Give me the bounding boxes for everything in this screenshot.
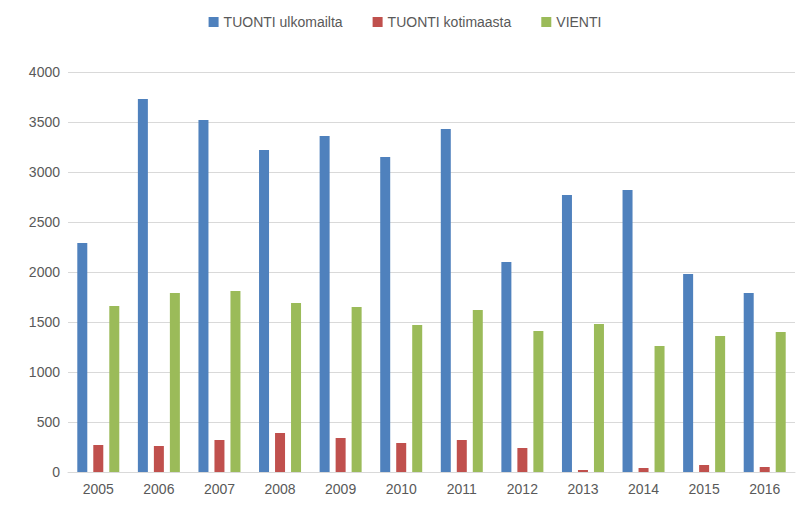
svg-text:2012: 2012 <box>507 481 538 497</box>
svg-text:2011: 2011 <box>447 481 477 497</box>
svg-text:3500: 3500 <box>29 114 60 130</box>
svg-text:1000: 1000 <box>29 364 60 380</box>
svg-text:TUONTI ulkomailta: TUONTI ulkomailta <box>224 14 343 30</box>
svg-text:2006: 2006 <box>143 481 174 497</box>
svg-text:3000: 3000 <box>29 164 60 180</box>
svg-text:2009: 2009 <box>325 481 356 497</box>
svg-text:2005: 2005 <box>83 481 114 497</box>
svg-text:2014: 2014 <box>628 481 659 497</box>
svg-text:2013: 2013 <box>567 481 598 497</box>
svg-text:VIENTI: VIENTI <box>556 14 601 30</box>
svg-text:2008: 2008 <box>264 481 295 497</box>
svg-text:TUONTI kotimaasta: TUONTI kotimaasta <box>388 14 512 30</box>
svg-text:500: 500 <box>37 414 61 430</box>
svg-text:1500: 1500 <box>29 314 60 330</box>
svg-text:2007: 2007 <box>204 481 235 497</box>
svg-text:2000: 2000 <box>29 264 60 280</box>
svg-text:2010: 2010 <box>386 481 417 497</box>
svg-text:2015: 2015 <box>689 481 720 497</box>
svg-text:4000: 4000 <box>29 64 60 80</box>
svg-text:2500: 2500 <box>29 214 60 230</box>
svg-text:0: 0 <box>52 464 60 480</box>
svg-text:2016: 2016 <box>749 481 780 497</box>
